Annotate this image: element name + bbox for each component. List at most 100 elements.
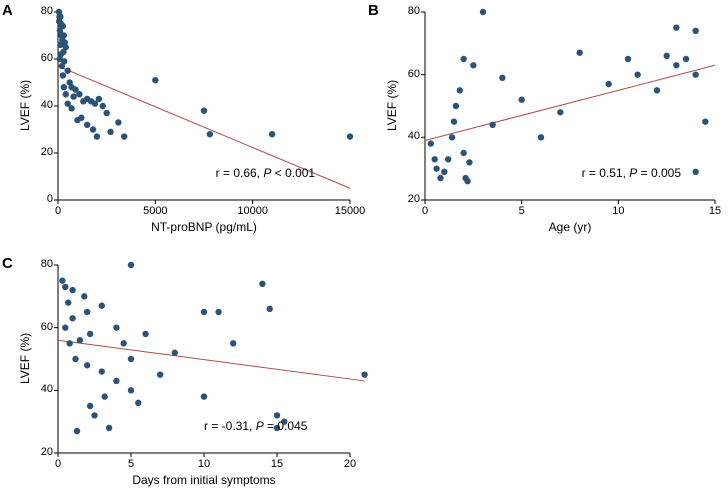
data-point — [625, 56, 631, 62]
data-point — [59, 63, 65, 69]
data-point — [480, 9, 486, 15]
trend-line — [58, 340, 365, 381]
data-point — [361, 371, 367, 377]
data-point — [96, 96, 102, 102]
data-point — [702, 118, 708, 124]
data-point — [605, 81, 611, 87]
data-point — [57, 42, 63, 48]
data-point — [457, 87, 463, 93]
x-tick-label: 5 — [111, 458, 151, 470]
data-point — [128, 387, 134, 393]
data-point — [81, 293, 87, 299]
x-tick-label: 10 — [184, 458, 224, 470]
data-point — [157, 371, 163, 377]
data-point — [62, 324, 68, 330]
data-point — [121, 133, 127, 139]
data-point — [121, 340, 127, 346]
data-point — [84, 309, 90, 315]
y-tick-label: 60 — [28, 52, 53, 64]
x-axis-title: Age (yr) — [425, 220, 715, 234]
data-point — [113, 324, 119, 330]
data-point — [230, 340, 236, 346]
data-point — [437, 175, 443, 181]
figure-root: A050001000015000020406080r = 0.66, P < 0… — [0, 0, 728, 503]
data-point — [489, 122, 495, 128]
data-point — [172, 350, 178, 356]
data-point — [576, 50, 582, 56]
data-point — [269, 131, 275, 137]
data-point — [65, 68, 71, 74]
panel-label-a: A — [2, 2, 13, 19]
data-point — [518, 97, 524, 103]
data-point — [113, 378, 119, 384]
data-point — [142, 331, 148, 337]
data-point — [449, 134, 455, 140]
y-tick-label: 20 — [395, 193, 420, 205]
data-point — [538, 134, 544, 140]
data-point — [433, 165, 439, 171]
data-point — [201, 108, 207, 114]
panel-label-b: B — [368, 2, 379, 19]
data-point — [69, 315, 75, 321]
data-point — [107, 129, 113, 135]
x-axis-title: NT-proBNP (pg/mL) — [58, 220, 350, 234]
data-point — [431, 156, 437, 162]
data-point — [445, 156, 451, 162]
data-point — [201, 309, 207, 315]
correlation-annotation: r = 0.51, P = 0.005 — [582, 166, 681, 180]
data-point — [201, 393, 207, 399]
data-point — [76, 91, 82, 97]
data-point — [102, 393, 108, 399]
data-point — [683, 56, 689, 62]
y-axis-title: LVEF (%) — [18, 333, 32, 384]
data-point — [673, 24, 679, 30]
data-point — [692, 28, 698, 34]
data-point — [61, 84, 67, 90]
data-point — [69, 287, 75, 293]
data-point — [68, 105, 74, 111]
y-tick-label: 20 — [28, 446, 53, 458]
data-point — [128, 356, 134, 362]
y-axis-title: LVEF (%) — [385, 80, 399, 131]
data-point — [347, 133, 353, 139]
data-point — [451, 118, 457, 124]
y-tick-label: 60 — [28, 321, 53, 333]
data-point — [128, 262, 134, 268]
data-point — [91, 412, 97, 418]
data-point — [692, 71, 698, 77]
data-point — [215, 309, 221, 315]
data-point — [460, 56, 466, 62]
data-point — [464, 178, 470, 184]
correlation-annotation: r = -0.31, P = 0.045 — [204, 419, 307, 433]
data-point — [274, 412, 280, 418]
x-tick-label: 10000 — [233, 205, 273, 217]
data-point — [66, 340, 72, 346]
data-point — [90, 126, 96, 132]
data-point — [59, 277, 65, 283]
data-point — [634, 71, 640, 77]
y-tick-label: 20 — [28, 146, 53, 158]
data-point — [74, 428, 80, 434]
data-point — [62, 284, 68, 290]
data-point — [115, 119, 121, 125]
data-point — [106, 425, 112, 431]
data-point — [654, 87, 660, 93]
data-point — [207, 131, 213, 137]
data-point — [663, 53, 669, 59]
trend-line — [425, 65, 715, 140]
data-point — [441, 169, 447, 175]
data-point — [84, 122, 90, 128]
data-point — [453, 103, 459, 109]
x-tick-label: 15 — [257, 458, 297, 470]
data-point — [499, 75, 505, 81]
data-point — [460, 150, 466, 156]
x-tick-label: 0 — [405, 205, 445, 217]
x-tick-label: 0 — [38, 458, 78, 470]
data-point — [100, 103, 106, 109]
data-point — [77, 337, 83, 343]
x-tick-label: 15000 — [330, 205, 370, 217]
x-tick-label: 0 — [38, 205, 78, 217]
panel-label-c: C — [2, 255, 13, 272]
x-tick-label: 5000 — [135, 205, 175, 217]
data-point — [63, 91, 69, 97]
